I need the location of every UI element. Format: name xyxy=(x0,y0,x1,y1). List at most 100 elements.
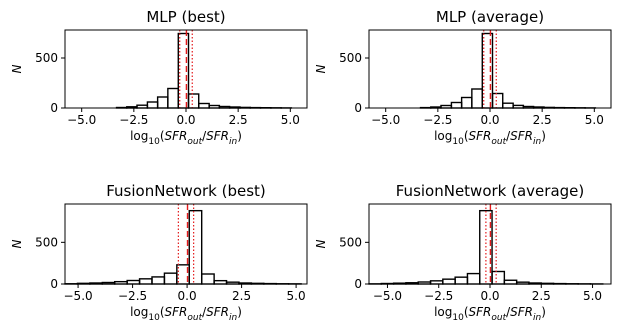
x-tick-label: 2.5 xyxy=(229,113,248,127)
x-label-den: SFR xyxy=(206,305,229,319)
y-axis-label: N xyxy=(10,64,24,73)
panel-2: −5.0 −2.5 0.0 2.5 5.0 0 500 FusionNetwork (best… xyxy=(10,182,308,323)
x-label-den-sub: in xyxy=(229,313,238,323)
histogram-bar xyxy=(188,209,203,285)
y-tick-label: 500 xyxy=(35,235,58,249)
y-tick-label: 0 xyxy=(354,277,362,291)
x-tick-label: 2.5 xyxy=(533,113,552,127)
x-tick-label: 0.0 xyxy=(480,289,499,303)
x-tick-label: −2.5 xyxy=(118,289,147,303)
histogram-bar xyxy=(491,92,504,109)
x-label-num: SFR xyxy=(469,129,492,143)
histogram-bar xyxy=(163,272,178,285)
x-label-den: SFR xyxy=(510,129,533,143)
x-label-den-sub: in xyxy=(229,137,238,147)
x-label-close: ) xyxy=(237,305,242,319)
histogram-bar xyxy=(167,87,179,109)
x-label-open: ( xyxy=(160,129,165,143)
x-label-slash: / xyxy=(506,305,511,319)
x-label-num: SFR xyxy=(469,305,492,319)
x-label-den-sub: in xyxy=(533,137,542,147)
x-label-prefix: log xyxy=(130,129,148,143)
histogram-bar xyxy=(146,101,159,109)
panel-1: −5.0 −2.5 0.0 2.5 5.0 0 500 MLP (average) Nlog10… xyxy=(314,8,612,147)
y-tick-label: 500 xyxy=(339,51,362,65)
x-label-prefix: log xyxy=(130,305,148,319)
histogram-bar xyxy=(460,96,473,109)
x-label-num: SFR xyxy=(165,305,188,319)
x-label-num: SFR xyxy=(165,129,188,143)
y-axis-label: N xyxy=(314,64,328,73)
x-label-sub: 10 xyxy=(148,137,160,147)
histogram-bar xyxy=(126,279,141,285)
x-label-num-sub: out xyxy=(187,137,202,147)
x-label-slash: / xyxy=(202,305,207,319)
x-tick-label: −2.5 xyxy=(423,113,452,127)
y-tick-label: 0 xyxy=(50,101,58,115)
x-label-open: ( xyxy=(160,305,165,319)
x-label-open: ( xyxy=(464,305,469,319)
x-label-num-sub: out xyxy=(187,313,202,323)
x-axis-label: log10(SFRout/SFRin) xyxy=(130,305,242,323)
x-label-den: SFR xyxy=(206,129,229,143)
x-label-den-sub: in xyxy=(533,313,542,323)
x-tick-label: 0.0 xyxy=(178,289,197,303)
y-tick-label: 0 xyxy=(354,101,362,115)
x-tick-label: −5.0 xyxy=(67,113,96,127)
x-tick-label: 0.0 xyxy=(480,113,499,127)
x-tick-label: −2.5 xyxy=(119,113,148,127)
x-label-open: ( xyxy=(464,129,469,143)
histogram-bar xyxy=(151,276,166,285)
x-tick-label: 0.0 xyxy=(176,113,195,127)
x-tick-label: 5.0 xyxy=(583,289,602,303)
axes-frame xyxy=(64,203,308,285)
histogram-bar xyxy=(502,102,514,109)
histogram-bar xyxy=(187,93,200,109)
x-axis-label: log10(SFRout/SFRin) xyxy=(130,129,242,147)
histogram-bar xyxy=(198,102,210,109)
panel-3: −5.0 −2.5 0.0 2.5 5.0 0 500 FusionNetwork (aver… xyxy=(314,182,612,323)
x-label-sub: 10 xyxy=(452,313,464,323)
histogram-bar xyxy=(503,279,518,285)
y-tick-label: 500 xyxy=(339,235,362,249)
x-label-close: ) xyxy=(237,129,242,143)
x-label-close: ) xyxy=(541,129,546,143)
x-tick-label: −5.0 xyxy=(64,289,93,303)
panel-title: MLP (best) xyxy=(146,8,225,26)
x-label-num-sub: out xyxy=(491,137,506,147)
x-label-close: ) xyxy=(541,305,546,319)
x-label-sub: 10 xyxy=(148,313,160,323)
x-label-num-sub: out xyxy=(491,313,506,323)
x-tick-label: −5.0 xyxy=(373,289,402,303)
histogram-bar xyxy=(454,276,469,285)
x-tick-label: 5.0 xyxy=(287,289,306,303)
histogram-bar xyxy=(156,96,169,109)
x-tick-label: 5.0 xyxy=(585,113,604,127)
histogram-bar xyxy=(442,278,456,285)
x-tick-label: 2.5 xyxy=(532,289,551,303)
x-axis-label: log10(SFRout/SFRin) xyxy=(434,305,546,323)
histogram-bar xyxy=(450,101,463,109)
x-axis-label: log10(SFRout/SFRin) xyxy=(434,129,546,147)
y-tick-label: 0 xyxy=(50,277,58,291)
histogram-bar xyxy=(471,88,483,109)
x-tick-label: 5.0 xyxy=(281,113,300,127)
panel-title: MLP (average) xyxy=(436,8,544,26)
y-tick-label: 500 xyxy=(35,51,58,65)
histogram-bar xyxy=(138,278,153,285)
histogram-bar xyxy=(466,272,481,285)
x-tick-label: 2.5 xyxy=(232,289,251,303)
x-label-den: SFR xyxy=(510,305,533,319)
x-label-slash: / xyxy=(506,129,511,143)
x-label-slash: / xyxy=(202,129,207,143)
y-axis-label: N xyxy=(314,239,328,248)
histogram-bar xyxy=(200,273,215,285)
y-axis-label: N xyxy=(10,239,24,248)
x-tick-label: −2.5 xyxy=(424,289,453,303)
x-label-prefix: log xyxy=(434,305,452,319)
x-label-sub: 10 xyxy=(452,137,464,147)
x-tick-label: −5.0 xyxy=(371,113,400,127)
x-label-prefix: log xyxy=(434,129,452,143)
